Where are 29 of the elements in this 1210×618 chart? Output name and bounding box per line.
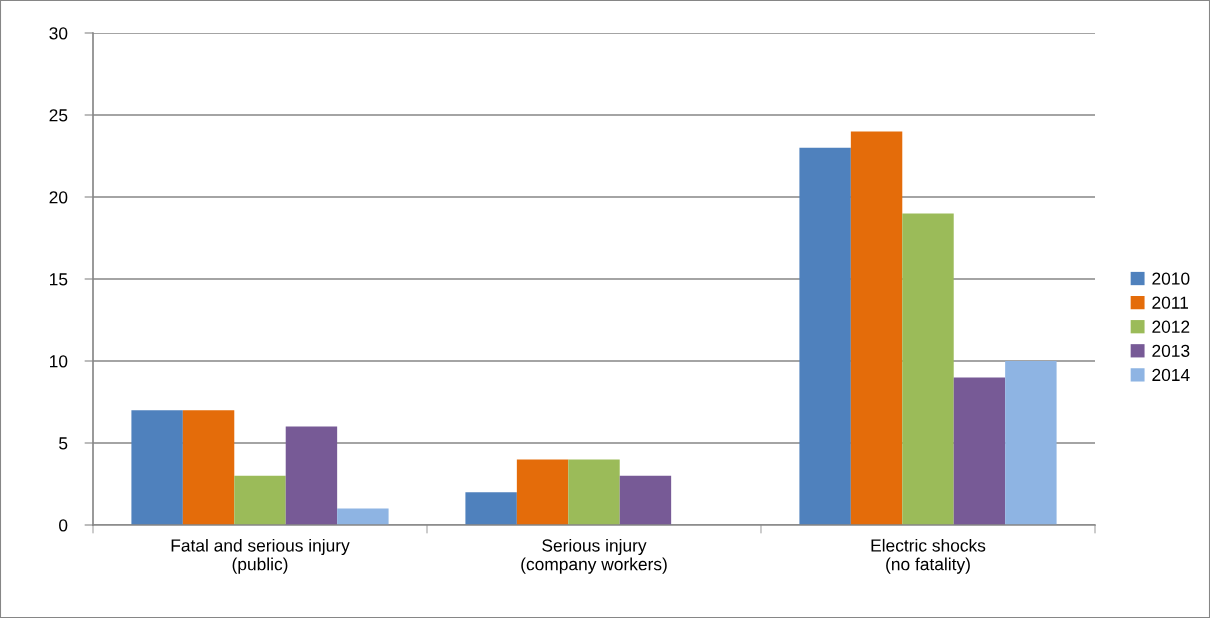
x-tick-label: Fatal and serious injury (public) — [171, 538, 350, 574]
y-tick-label: 30 — [49, 27, 68, 40]
legend-label: 2014 — [1152, 368, 1190, 382]
bar — [568, 459, 620, 525]
bar — [902, 213, 954, 525]
bar — [285, 426, 338, 525]
y-tick-label: 5 — [59, 437, 68, 450]
bar — [131, 410, 183, 525]
bar — [619, 475, 672, 525]
y-tick-label: 25 — [49, 109, 68, 122]
legend-label: 2011 — [1152, 296, 1188, 309]
bar — [516, 459, 569, 525]
bar — [1005, 361, 1057, 525]
bar — [465, 492, 517, 525]
y-tick-label: 0 — [59, 519, 68, 532]
bar — [850, 131, 903, 525]
bar — [953, 377, 1006, 525]
y-tick-label: 10 — [50, 355, 68, 368]
x-tick-label: Electric shocks (no fatality) — [871, 538, 986, 574]
bar — [337, 508, 389, 525]
y-tick-label: 15 — [50, 273, 68, 286]
x-tick-label: Serious injury (company workers) — [521, 538, 667, 574]
legend-label: 2010 — [1152, 272, 1190, 285]
legend-label: 2013 — [1152, 344, 1190, 357]
bar — [799, 147, 851, 525]
bar — [182, 410, 235, 525]
y-tick-label: 20 — [49, 191, 68, 204]
legend-label: 2012 — [1152, 320, 1190, 333]
bar — [234, 475, 286, 525]
